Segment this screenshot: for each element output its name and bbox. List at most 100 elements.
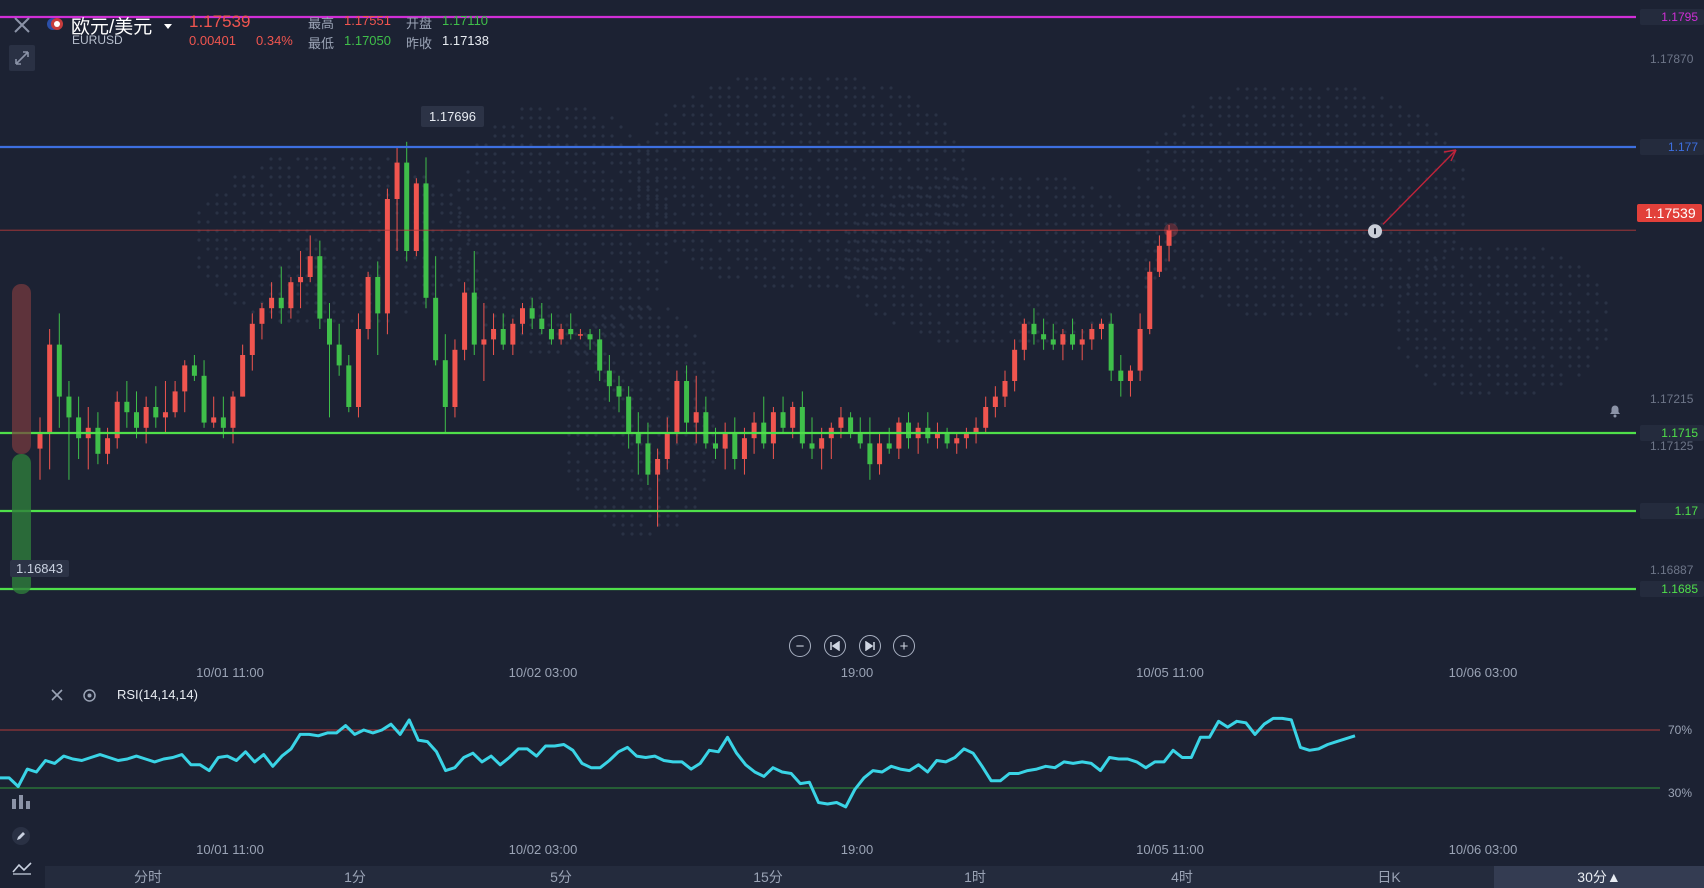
line-drawing-icon[interactable] [11, 860, 33, 881]
candle-body[interactable] [568, 329, 574, 335]
candle-body[interactable] [211, 417, 217, 423]
close-rsi-button[interactable] [50, 688, 64, 707]
candle-body[interactable] [471, 292, 477, 345]
candle-body[interactable] [336, 344, 342, 366]
candle-body[interactable] [906, 422, 911, 439]
candle-body[interactable] [934, 433, 940, 439]
candle-body[interactable] [626, 396, 632, 433]
candle-body[interactable] [1127, 370, 1133, 381]
candle-body[interactable] [317, 256, 323, 319]
candle-body[interactable] [278, 297, 284, 309]
timeframe-tab[interactable]: 1分 [344, 869, 366, 885]
candle-body[interactable] [713, 443, 718, 449]
candle-body[interactable] [413, 183, 419, 251]
candle-body[interactable] [751, 422, 757, 439]
candle-body[interactable] [1050, 339, 1056, 345]
candle-body[interactable] [616, 386, 622, 397]
timeframe-tab[interactable]: 日K [1377, 869, 1401, 885]
candle-body[interactable] [539, 318, 545, 329]
candle-body[interactable] [259, 308, 265, 324]
candle-body[interactable] [162, 412, 168, 418]
candle-body[interactable] [288, 282, 294, 309]
candle-body[interactable] [963, 433, 969, 439]
candle-body[interactable] [1031, 323, 1037, 335]
candle-body[interactable] [105, 438, 111, 454]
candle-body[interactable] [355, 329, 361, 407]
candle-body[interactable] [722, 433, 728, 449]
candle-body[interactable] [867, 443, 873, 465]
candle-body[interactable] [433, 297, 439, 361]
candle-body[interactable] [442, 360, 448, 407]
candle-body[interactable] [153, 407, 159, 418]
candle-body[interactable] [1041, 334, 1047, 340]
candle-body[interactable] [1021, 323, 1027, 350]
timeframe-tab[interactable]: 4时 [1171, 869, 1193, 885]
candle-body[interactable] [645, 443, 651, 475]
candle-body[interactable] [491, 329, 497, 340]
candle-body[interactable] [606, 370, 612, 387]
candle-body[interactable] [327, 318, 332, 345]
candle-body[interactable] [770, 412, 776, 444]
candle-body[interactable] [66, 396, 72, 418]
candle-body[interactable] [838, 417, 844, 428]
candle-body[interactable] [134, 412, 139, 428]
candle-body[interactable] [809, 443, 815, 449]
candle-body[interactable] [857, 433, 863, 444]
candle-body[interactable] [1099, 323, 1104, 329]
candle-body[interactable] [973, 427, 979, 433]
candle-body[interactable] [693, 412, 699, 423]
candle-body[interactable] [269, 297, 275, 309]
candle-body[interactable] [346, 365, 352, 407]
bell-icon[interactable] [1606, 401, 1624, 419]
candle-body[interactable] [191, 365, 197, 376]
trend-arrow[interactable] [1382, 149, 1457, 225]
candle-body[interactable] [548, 329, 554, 340]
candle-body[interactable] [577, 334, 583, 336]
pair-name[interactable]: 欧元/美元 [71, 17, 153, 38]
candle-body[interactable] [500, 329, 506, 345]
candle-body[interactable] [819, 438, 825, 449]
candle-body[interactable] [1060, 334, 1066, 345]
candle-body[interactable] [703, 412, 709, 444]
candle-body[interactable] [249, 323, 255, 355]
candle-body[interactable] [1156, 245, 1162, 272]
candle-body[interactable] [37, 433, 43, 449]
candle-body[interactable] [1166, 230, 1172, 246]
candle-body[interactable] [462, 292, 468, 350]
candle-body[interactable] [664, 433, 670, 459]
candle-body[interactable] [520, 308, 525, 324]
pencil-icon[interactable] [11, 826, 31, 851]
candle-body[interactable] [1012, 349, 1018, 381]
candle-body[interactable] [529, 308, 535, 319]
timeframe-tab[interactable]: 5分 [550, 869, 572, 885]
indicator-icon[interactable] [10, 793, 34, 816]
candle-body[interactable] [741, 438, 747, 459]
candle-body[interactable] [240, 355, 246, 397]
candle-body[interactable] [954, 438, 960, 444]
candlestick-series[interactable] [37, 141, 1172, 527]
close-chart-button[interactable] [9, 12, 35, 38]
candle-body[interactable] [124, 401, 130, 413]
candle-body[interactable] [47, 344, 53, 433]
candle-body[interactable] [1147, 271, 1153, 329]
candle-body[interactable] [780, 412, 786, 428]
candle-body[interactable] [886, 443, 892, 449]
candle-body[interactable] [76, 417, 82, 439]
candle-body[interactable] [452, 349, 458, 407]
rsi-panel[interactable] [0, 716, 1660, 809]
candle-body[interactable] [1070, 334, 1076, 345]
candle-body[interactable] [992, 396, 998, 407]
candle-body[interactable] [404, 162, 410, 251]
scroll-start-button[interactable] [824, 635, 846, 657]
candle-body[interactable] [114, 401, 120, 439]
candle-body[interactable] [365, 277, 371, 329]
candle-body[interactable] [790, 407, 796, 428]
candle-body[interactable] [307, 256, 313, 277]
candle-body[interactable] [394, 162, 400, 199]
candle-body[interactable] [1079, 339, 1085, 345]
candle-body[interactable] [635, 433, 641, 444]
candle-body[interactable] [597, 339, 603, 371]
candle-body[interactable] [1137, 329, 1143, 371]
candle-body[interactable] [220, 417, 226, 428]
